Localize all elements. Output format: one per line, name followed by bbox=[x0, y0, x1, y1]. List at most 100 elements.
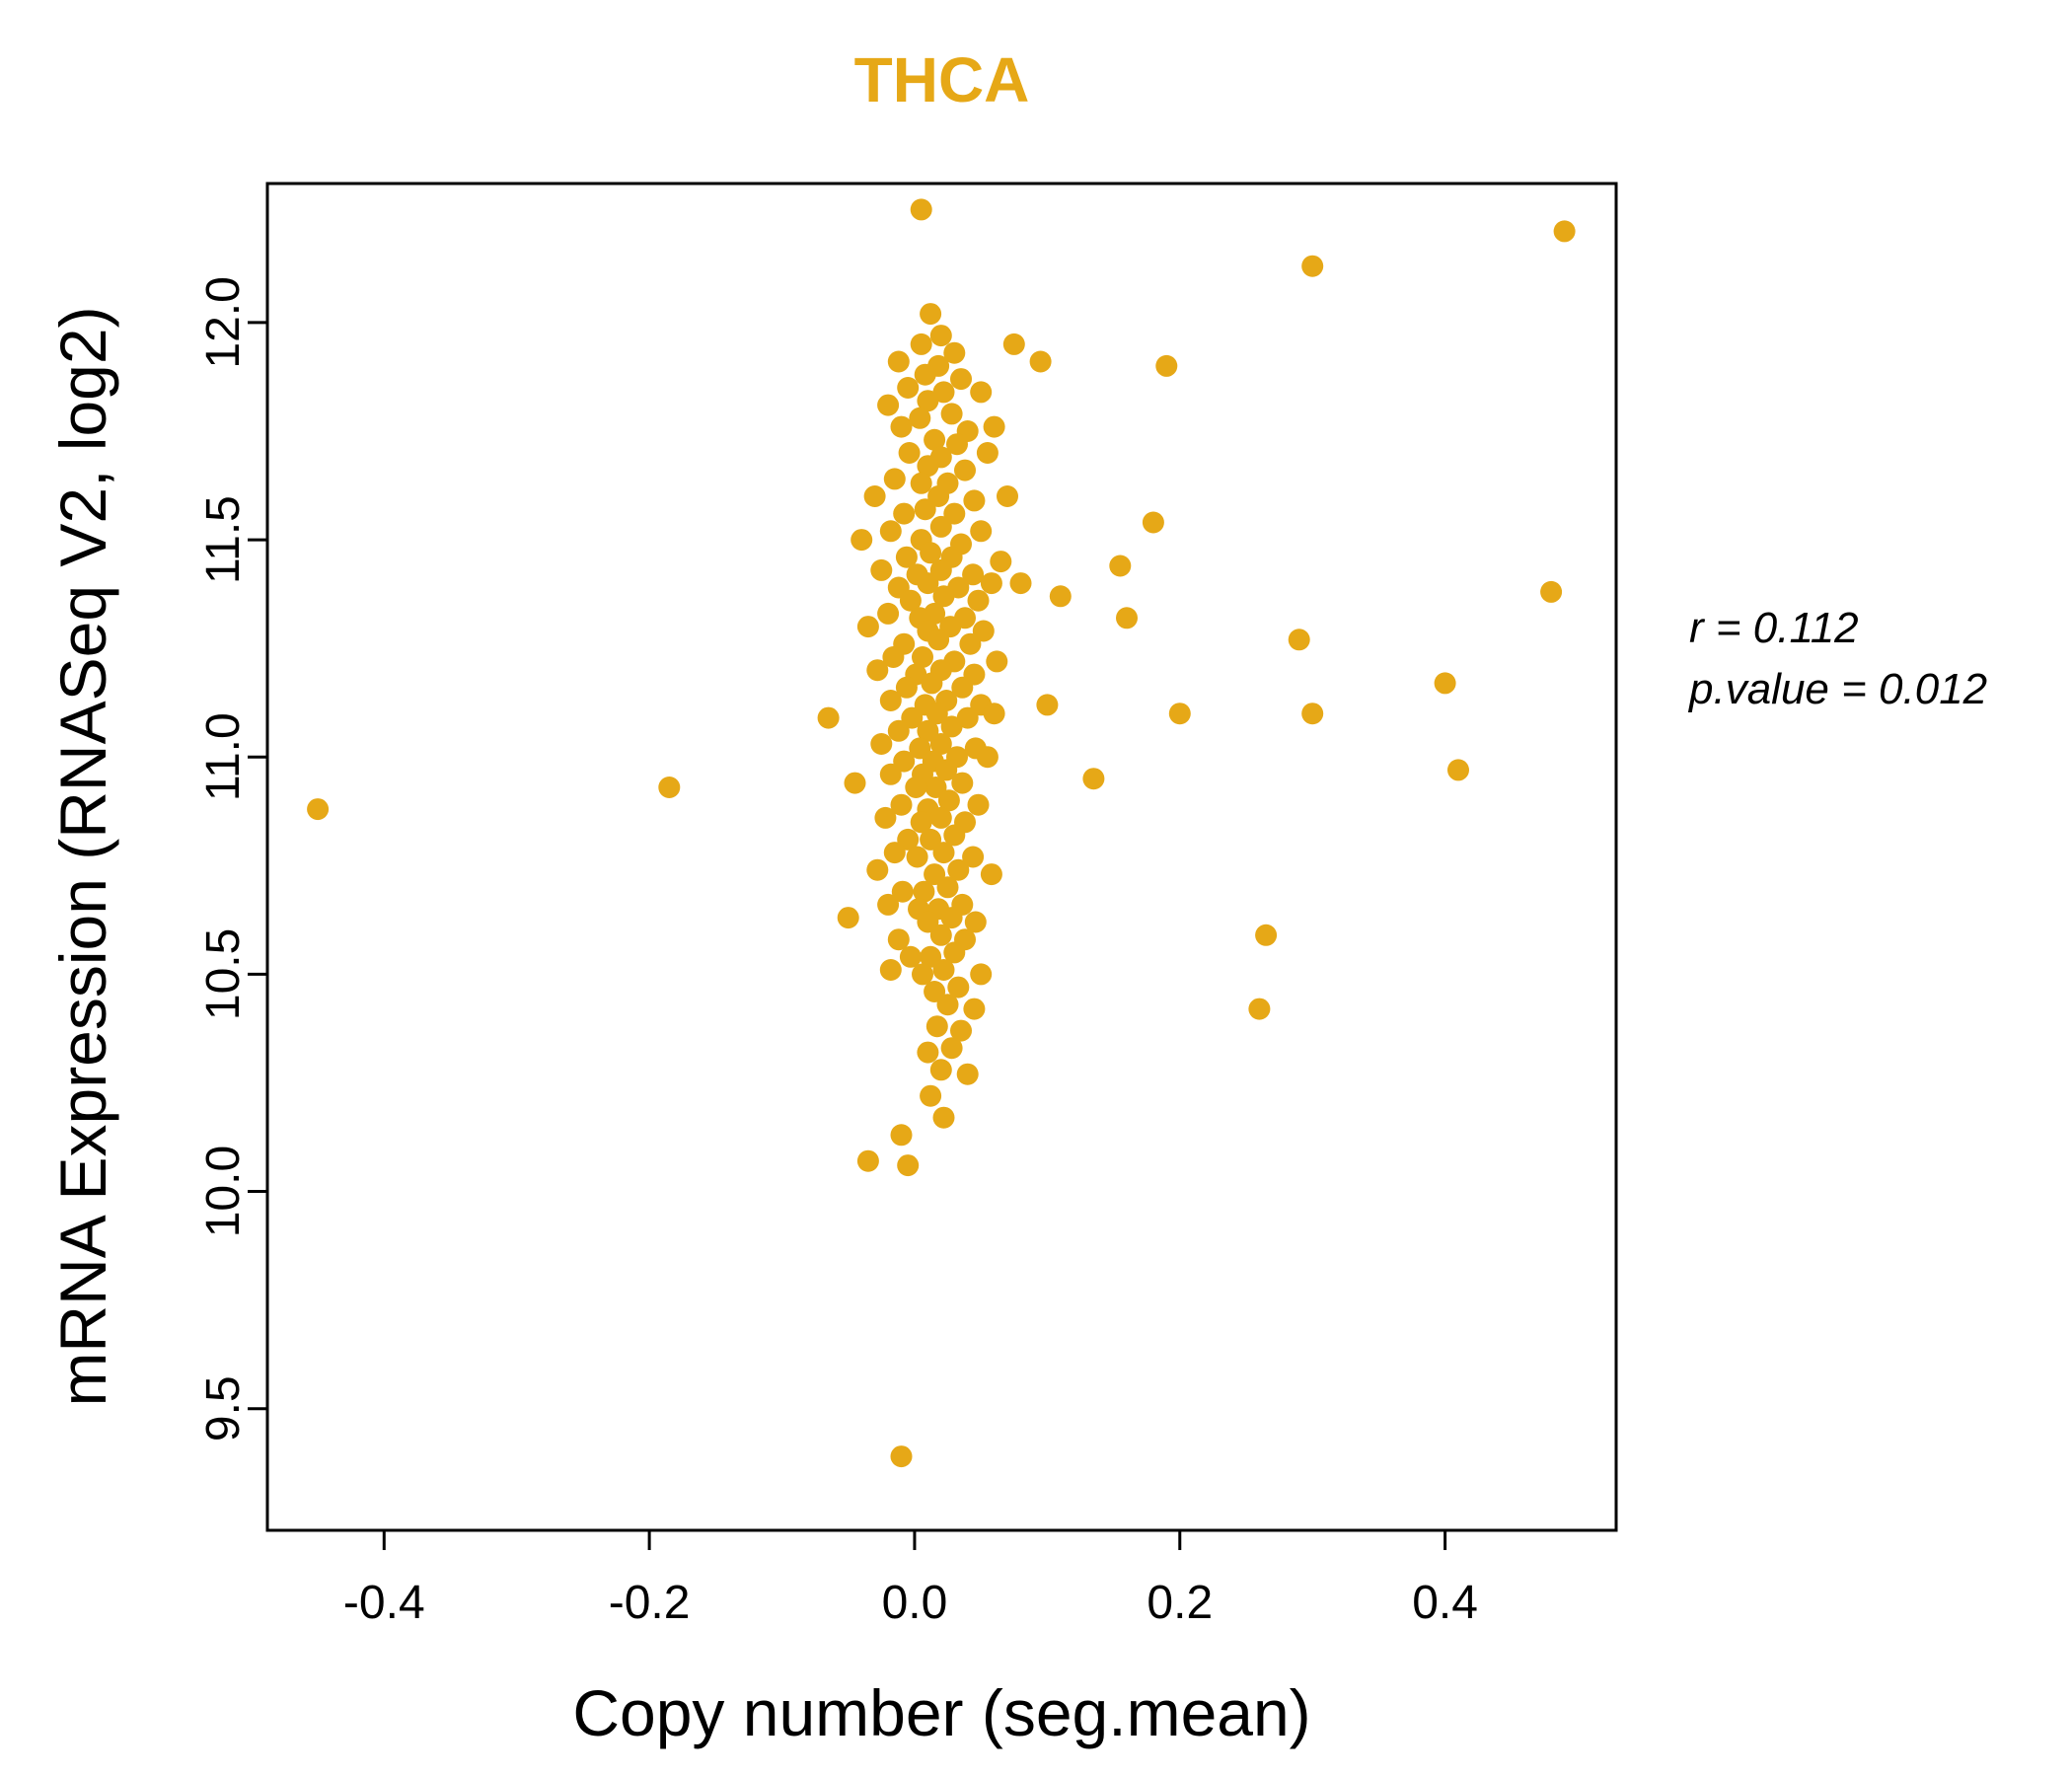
data-point bbox=[920, 828, 942, 851]
data-point bbox=[956, 1063, 979, 1085]
data-point bbox=[1288, 629, 1310, 651]
data-point bbox=[870, 733, 893, 755]
data-point bbox=[940, 1037, 963, 1060]
data-point bbox=[951, 772, 974, 794]
data-point bbox=[893, 502, 916, 525]
data-point bbox=[970, 963, 993, 986]
data-point bbox=[890, 1445, 913, 1468]
y-tick-label: 10.5 bbox=[197, 928, 250, 1020]
data-point bbox=[943, 341, 966, 364]
data-point bbox=[906, 846, 928, 868]
data-point bbox=[967, 793, 990, 816]
data-point bbox=[1255, 924, 1278, 946]
data-point bbox=[1029, 350, 1052, 373]
data-point bbox=[925, 1015, 948, 1038]
data-point bbox=[950, 1019, 972, 1042]
data-point bbox=[970, 520, 993, 543]
data-point bbox=[910, 198, 932, 221]
data-point bbox=[980, 863, 1002, 886]
data-point bbox=[932, 842, 955, 864]
data-point bbox=[817, 706, 840, 729]
data-point bbox=[879, 959, 902, 981]
x-tick-label: 0.0 bbox=[882, 1577, 948, 1629]
data-point bbox=[940, 715, 963, 738]
data-point bbox=[929, 733, 952, 755]
data-point bbox=[943, 941, 966, 964]
data-point bbox=[897, 377, 920, 399]
data-point bbox=[917, 572, 939, 595]
data-point bbox=[951, 676, 974, 699]
data-point bbox=[943, 502, 966, 525]
data-point bbox=[895, 676, 918, 699]
data-point bbox=[890, 415, 913, 438]
data-point bbox=[929, 924, 952, 946]
y-tick-label: 11.5 bbox=[197, 495, 250, 584]
data-point bbox=[929, 558, 952, 581]
data-point bbox=[937, 789, 960, 812]
data-point bbox=[920, 1084, 942, 1107]
data-point bbox=[883, 468, 906, 490]
data-point bbox=[997, 485, 1018, 507]
data-point bbox=[1553, 220, 1576, 243]
data-point bbox=[947, 858, 970, 881]
data-point bbox=[874, 806, 897, 829]
data-point bbox=[920, 945, 942, 968]
data-point bbox=[914, 498, 936, 521]
data-point bbox=[914, 363, 936, 386]
data-point bbox=[866, 858, 889, 881]
data-point bbox=[983, 703, 1005, 725]
data-point bbox=[963, 998, 986, 1020]
data-point bbox=[932, 959, 955, 981]
stats-r-value: r = 0.112 bbox=[1689, 604, 1859, 652]
data-point bbox=[980, 572, 1002, 595]
data-point bbox=[910, 811, 932, 834]
data-point bbox=[870, 558, 893, 581]
data-point bbox=[1540, 580, 1563, 603]
data-point bbox=[1049, 585, 1072, 608]
data-point bbox=[929, 515, 952, 538]
data-point bbox=[936, 994, 959, 1016]
data-point bbox=[879, 520, 902, 543]
data-point bbox=[899, 945, 922, 968]
y-tick-label: 9.5 bbox=[197, 1375, 250, 1442]
data-point bbox=[947, 976, 970, 999]
plot-box bbox=[265, 182, 1618, 1532]
data-point bbox=[1036, 694, 1059, 716]
data-point bbox=[1109, 555, 1132, 577]
stats-p-value: p.value = 0.012 bbox=[1689, 664, 1988, 713]
data-point bbox=[887, 928, 910, 951]
data-point bbox=[950, 368, 972, 391]
data-point bbox=[912, 646, 933, 668]
data-point bbox=[1155, 354, 1178, 377]
data-point bbox=[863, 485, 886, 507]
data-point bbox=[895, 546, 918, 568]
data-point bbox=[967, 589, 990, 612]
data-point bbox=[1301, 703, 1324, 725]
data-point bbox=[946, 433, 968, 456]
data-point bbox=[897, 828, 920, 851]
data-point bbox=[877, 394, 900, 416]
data-point bbox=[1116, 607, 1138, 629]
data-point bbox=[917, 390, 939, 412]
data-point bbox=[879, 763, 902, 785]
stats-annotation: r = 0.112 p.value = 0.012 bbox=[1689, 598, 1987, 719]
data-point bbox=[1248, 998, 1271, 1020]
data-point bbox=[882, 646, 905, 668]
data-point bbox=[912, 963, 933, 986]
data-point bbox=[925, 703, 948, 725]
data-point bbox=[927, 629, 950, 651]
data-point bbox=[925, 777, 947, 798]
data-point bbox=[910, 472, 932, 494]
data-point bbox=[905, 777, 927, 798]
data-point bbox=[1082, 768, 1105, 790]
data-point bbox=[932, 1106, 955, 1129]
data-point bbox=[972, 620, 995, 642]
data-point bbox=[893, 750, 916, 773]
data-point bbox=[990, 551, 1012, 573]
data-point bbox=[976, 746, 999, 769]
data-point bbox=[917, 719, 939, 742]
data-point bbox=[1447, 759, 1469, 781]
data-point bbox=[935, 759, 958, 781]
data-point bbox=[1009, 572, 1032, 595]
data-point bbox=[929, 806, 952, 829]
